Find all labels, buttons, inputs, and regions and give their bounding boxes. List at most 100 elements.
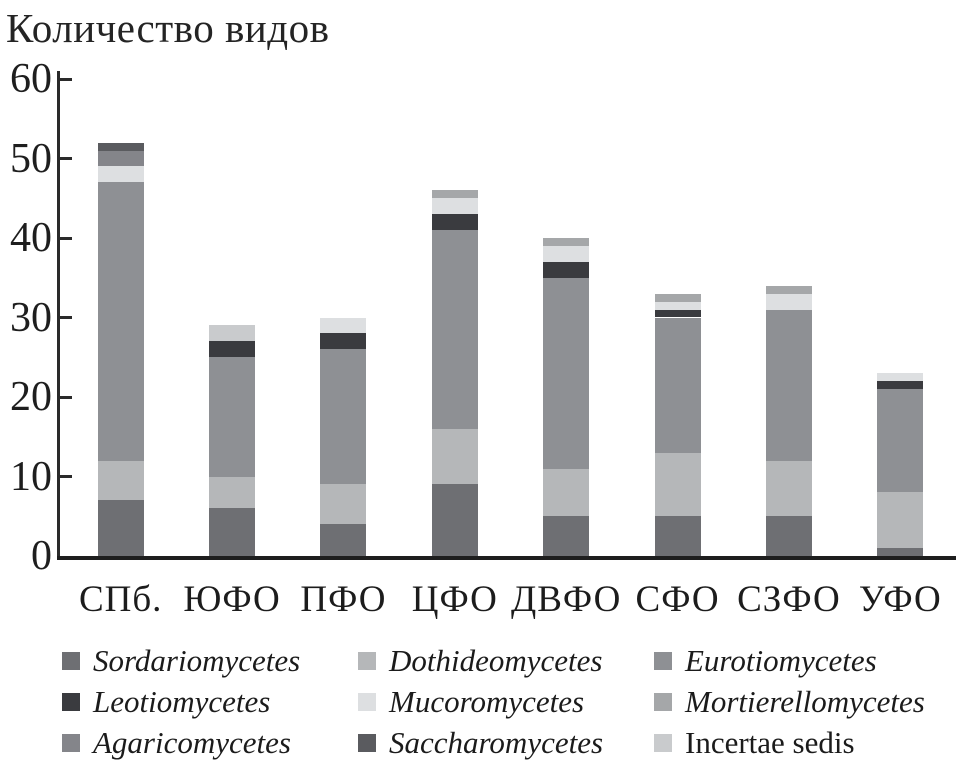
legend-label: Agaricomycetes — [93, 724, 291, 760]
bar-segment-eurotiomycetes — [97, 182, 144, 461]
bar-segment-sordariomycetes — [431, 484, 478, 556]
bar-segment-mucoromycetes — [543, 245, 590, 262]
legend-label: Incertae sedis — [685, 724, 855, 760]
y-axis-tick-label: 0 — [31, 533, 52, 579]
y-axis-tick — [57, 316, 72, 319]
legend-swatch-icon — [654, 733, 672, 752]
bar-segment-mortierellomycetes — [431, 190, 478, 199]
x-axis-label-УФО: УФО — [858, 579, 942, 620]
bar-СФО — [654, 0, 701, 556]
bar-segment-leotiomycetes — [877, 381, 924, 390]
legend-item-eurotiomycetes: Eurotiomycetes — [654, 643, 942, 679]
y-axis-tick-label: 30 — [10, 294, 52, 341]
bar-segment-leotiomycetes — [209, 341, 256, 358]
bar-segment-leotiomycetes — [543, 261, 590, 278]
bar-segment-sordariomycetes — [209, 508, 256, 556]
bar-segment-leotiomycetes — [320, 333, 367, 350]
legend-label: Mucoromycetes — [389, 683, 585, 719]
legend-item-saccharomycetes: Saccharomycetes — [358, 725, 654, 761]
bar-segment-dothideomycetes — [320, 484, 367, 525]
legend-swatch-icon — [62, 651, 80, 670]
bar-segment-dothideomycetes — [654, 452, 701, 517]
bar-segment-dothideomycetes — [431, 428, 478, 485]
bar-segment-mucoromycetes — [654, 301, 701, 310]
legend-item-mucoromycetes: Mucoromycetes — [358, 684, 654, 720]
x-axis-label-СФО: СФО — [635, 579, 720, 620]
x-axis-label-ПФО: ПФО — [300, 579, 387, 620]
bar-segment-eurotiomycetes — [543, 277, 590, 469]
bar-ЦФО — [431, 0, 478, 556]
x-axis-label-СЗФО: СЗФО — [737, 579, 841, 620]
y-axis-tick-label: 40 — [10, 215, 52, 261]
x-axis-label-СПб: СПб. — [78, 579, 163, 620]
legend-item-sordariomycetes: Sordariomycetes — [62, 643, 358, 679]
bar-segment-incertae-sedis — [209, 325, 256, 342]
bar-segment-sordariomycetes — [543, 516, 590, 556]
bar-segment-dothideomycetes — [209, 476, 256, 509]
legend-swatch-icon — [62, 733, 80, 752]
legend-swatch-icon — [358, 651, 376, 670]
x-axis-label-ЮФО: ЮФО — [183, 579, 281, 620]
bar-segment-sordariomycetes — [320, 524, 367, 556]
legend-swatch-icon — [654, 692, 672, 711]
legend-swatch-icon — [654, 651, 672, 670]
y-axis-tick — [57, 475, 72, 478]
bar-segment-sordariomycetes — [765, 516, 812, 556]
bar-segment-dothideomycetes — [877, 492, 924, 549]
bar-ЮФО — [209, 0, 256, 556]
y-axis-line — [57, 71, 60, 560]
x-axis-line — [57, 556, 956, 560]
legend-swatch-icon — [62, 692, 80, 711]
legend-label: Dothideomycetes — [389, 642, 603, 678]
bar-segment-mortierellomycetes — [765, 285, 812, 294]
bar-segment-dothideomycetes — [97, 460, 144, 501]
legend-label: Saccharomycetes — [389, 724, 604, 760]
bar-segment-eurotiomycetes — [320, 349, 367, 485]
plot-area: 0 10 20 30 40 50 60 СПб. ЮФО ПФО ЦФО ДВФО СФО СЗФО УФО — [10, 0, 956, 620]
y-axis-tick-label: 10 — [10, 453, 52, 500]
bar-ДВФО — [543, 0, 590, 556]
y-axis-tick-label: 20 — [10, 374, 52, 420]
legend-swatch-icon — [358, 733, 376, 752]
bar-УФО — [877, 0, 924, 556]
y-axis-tick — [57, 395, 72, 399]
bar-segment-mucoromycetes — [877, 373, 924, 382]
bar-segment-mucoromycetes — [765, 293, 812, 310]
bar-segment-eurotiomycetes — [765, 309, 812, 461]
legend-label: Mortierellomycetes — [685, 683, 925, 719]
bar-segment-eurotiomycetes — [877, 389, 924, 493]
bar-ПФО — [320, 0, 367, 556]
bar-segment-mucoromycetes — [431, 198, 478, 215]
bar-segment-mucoromycetes — [97, 166, 144, 183]
bar-segment-sordariomycetes — [654, 516, 701, 556]
bar-segment-dothideomycetes — [765, 460, 812, 517]
y-axis-tick-label: 60 — [10, 56, 52, 102]
legend-swatch-icon — [358, 692, 376, 711]
y-axis-tick-label: 50 — [10, 135, 52, 182]
bar-segment-eurotiomycetes — [431, 230, 478, 429]
bar-СПб — [97, 0, 144, 556]
bar-segment-sordariomycetes — [97, 500, 144, 556]
bar-segment-mortierellomycetes — [654, 293, 701, 302]
x-axis-label-ЦФО: ЦФО — [411, 579, 498, 620]
bar-segment-eurotiomycetes — [209, 357, 256, 477]
bar-segment-agaricomycetes — [97, 150, 144, 167]
legend-label: Eurotiomycetes — [685, 642, 877, 678]
bar-segment-leotiomycetes — [654, 309, 701, 318]
chart-legend: Sordariomycetes Dothideomycetes Eurotiomyc… — [62, 640, 942, 763]
bar-segment-leotiomycetes — [431, 214, 478, 231]
x-axis-label-ДВФО: ДВФО — [511, 579, 622, 620]
legend-item-agaricomycetes: Agaricomycetes — [62, 725, 358, 761]
legend-item-leotiomycetes: Leotiomycetes — [62, 684, 358, 720]
bar-segment-mortierellomycetes — [543, 238, 590, 246]
bar-segment-eurotiomycetes — [654, 317, 701, 453]
y-axis-tick — [57, 157, 72, 160]
bar-segment-saccharomycetes — [97, 142, 144, 151]
legend-label: Sordariomycetes — [93, 642, 301, 678]
y-axis-tick — [57, 236, 72, 240]
legend-label: Leotiomycetes — [93, 683, 271, 719]
legend-item-mortierellomycetes: Mortierellomycetes — [654, 684, 942, 720]
y-axis-tick — [57, 77, 72, 81]
bar-segment-mucoromycetes — [320, 317, 367, 334]
